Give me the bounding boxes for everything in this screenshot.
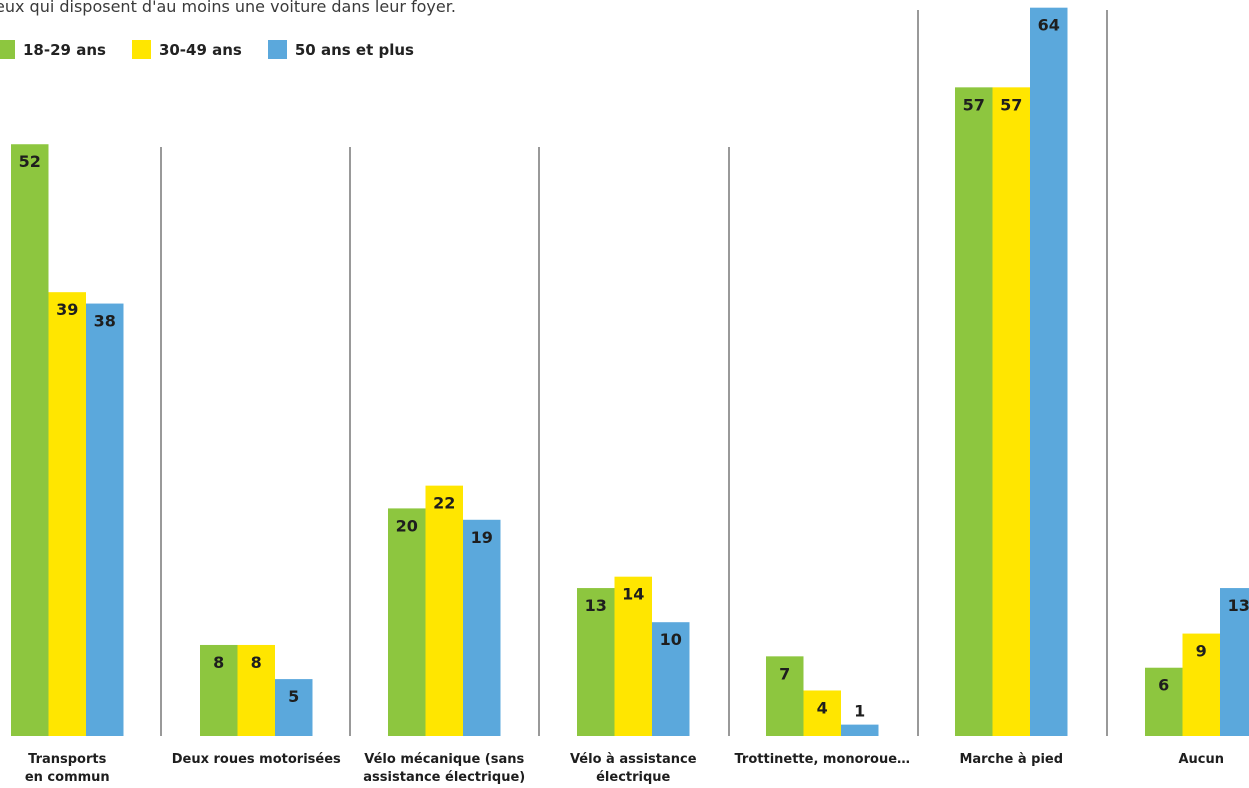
bar-v-lo-assistance-lectrique-50-ans-et-plus: [652, 622, 690, 736]
bar-value-label: 52: [19, 152, 41, 171]
bar-aucun-50-ans-et-plus: [1220, 588, 1249, 736]
bar-value-label: 4: [817, 698, 828, 717]
bar-marche-pied-30-49-ans: [992, 87, 1030, 737]
bar-value-label: 20: [396, 516, 418, 535]
legend-item-18-29: 18-29 ans: [0, 40, 106, 59]
legend-item-50-plus: 50 ans et plus: [267, 40, 414, 59]
bar-v-lo-assistance-lectrique-30-49-ans: [614, 576, 652, 736]
bar-value-label: 10: [660, 630, 682, 649]
bar-aucun-30-49-ans: [1182, 633, 1220, 736]
bar-v-lo-m-canique-sans-assistance-lectrique-18-29-ans: [388, 508, 426, 736]
bar-value-label: 38: [94, 312, 116, 331]
legend-label-50-plus: 50 ans et plus: [294, 40, 414, 59]
category-label-v-lo-m-canique-sans-assistance-lectrique: Vélo mécanique (sans assistance électriqu…: [363, 752, 525, 785]
bar-value-label: 7: [779, 664, 790, 683]
category-label-marche-pied: Marche à pied: [959, 752, 1063, 767]
legend-label-30-49: 30-49 ans: [158, 40, 242, 59]
bar-value-label: 1: [854, 702, 865, 721]
bar-value-label: 13: [1228, 596, 1249, 615]
bar-value-label: 39: [56, 300, 78, 319]
bar-marche-pied-18-29-ans: [955, 87, 993, 737]
bar-deux-roues-motoris-es-30-49-ans: [237, 644, 275, 736]
category-label-deux-roues-motoris-es: Deux roues motorisées: [172, 752, 341, 767]
bar-value-label: 8: [213, 653, 224, 672]
bar-transports-en-commun-30-49-ans: [48, 292, 86, 736]
bar-v-lo-m-canique-sans-assistance-lectrique-50-ans-et-plus: [463, 519, 501, 736]
bar-marche-pied-50-ans-et-plus: [1030, 7, 1068, 737]
bar-value-label: 19: [471, 528, 493, 547]
bar-value-label: 8: [251, 653, 262, 672]
category-label-transports-en-commun: Transports en commun: [25, 752, 110, 785]
bar-trottinette-monoroue-50-ans-et-plus: [841, 724, 879, 736]
chart-subtitle: eux qui disposent d'au moins une voiture…: [0, 0, 456, 16]
bar-value-label: 57: [963, 95, 985, 114]
bar-v-lo-m-canique-sans-assistance-lectrique-30-49-ans: [425, 485, 463, 736]
bar-value-label: 13: [585, 596, 607, 615]
bar-deux-roues-motoris-es-50-ans-et-plus: [275, 679, 313, 736]
bar-value-label: 5: [288, 687, 299, 706]
legend-label-18-29: 18-29 ans: [23, 40, 106, 59]
category-label-aucun: Aucun: [1178, 752, 1224, 767]
bar-trottinette-monoroue-18-29-ans: [766, 656, 804, 736]
category-label-trottinette-monoroue: Trottinette, monoroue…: [734, 752, 910, 767]
bar-value-label: 6: [1158, 676, 1169, 695]
bar-value-label: 57: [1000, 95, 1022, 114]
bar-trottinette-monoroue-30-49-ans: [803, 690, 841, 736]
legend-swatch-30-49: [131, 40, 151, 59]
bar-value-label: 9: [1196, 642, 1207, 661]
bar-value-label: 14: [622, 585, 644, 604]
legend: 18-29 ans 30-49 ans 50 ans et plus: [0, 40, 440, 59]
bar-transports-en-commun-50-ans-et-plus: [86, 303, 124, 736]
legend-swatch-50-plus: [267, 40, 287, 59]
legend-item-30-49: 30-49 ans: [131, 40, 242, 59]
bar-transports-en-commun-18-29-ans: [11, 144, 49, 737]
bar-value-label: 22: [433, 494, 455, 513]
bar-aucun-18-29-ans: [1145, 667, 1183, 736]
bar-v-lo-assistance-lectrique-18-29-ans: [577, 588, 615, 736]
legend-swatch-18-29: [0, 40, 15, 59]
bar-deux-roues-motoris-es-18-29-ans: [200, 644, 238, 736]
bar-value-label: 64: [1038, 16, 1060, 35]
category-label-v-lo-assistance-lectrique: Vélo à assistance électrique: [570, 752, 697, 785]
